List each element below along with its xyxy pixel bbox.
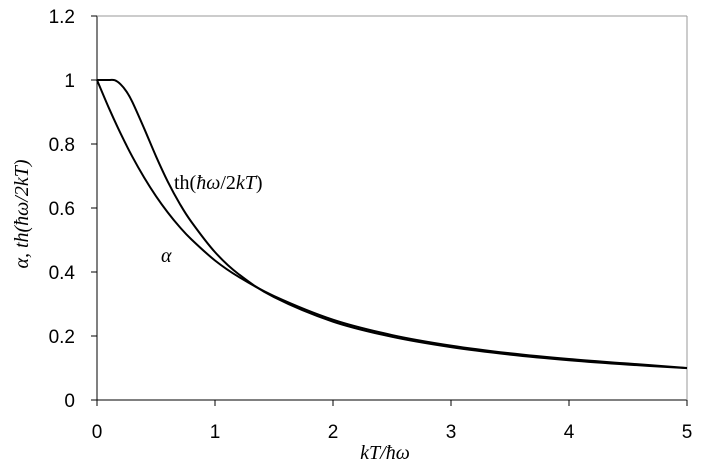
y-tick-label: 0.8 [49, 135, 75, 156]
y-tick-label: 0.2 [49, 327, 75, 348]
th-label-hbar: ħω [196, 172, 220, 194]
x-tick-label: 5 [682, 422, 693, 443]
x-tick-label: 4 [564, 422, 575, 443]
th-label-mid: /2 [220, 172, 236, 194]
x-tick-label: 2 [328, 422, 339, 443]
y-tick-label: 1.2 [49, 7, 75, 28]
th-curve-label: th(ħω/2kT) [174, 172, 263, 194]
x-axis-title: kT/ħω [360, 442, 410, 464]
y-tick-marks [91, 15, 97, 401]
series-th-curve [96, 78, 688, 370]
x-tick-labels: 0 1 2 3 4 5 [92, 422, 693, 443]
x-tick-label: 0 [92, 422, 103, 443]
alpha-curve-label: α [161, 245, 172, 267]
y-tick-labels: 0 0.2 0.4 0.6 0.8 1 1.2 [49, 7, 76, 412]
th-label-suffix: ) [256, 172, 263, 194]
y-tick-label: 1 [64, 71, 75, 92]
plot-frame [96, 15, 688, 401]
th-label-prefix: th( [174, 172, 197, 194]
y-axis-title: α, th(ħω/2kT) [11, 159, 33, 268]
x-tick-label: 1 [210, 422, 221, 443]
y-tick-label: 0.4 [49, 263, 76, 284]
th-label-kt: kT [236, 172, 258, 194]
series-alpha-curve [96, 79, 688, 369]
x-tick-marks [96, 400, 688, 406]
y-tick-label: 0.6 [49, 199, 75, 220]
x-tick-label: 3 [446, 422, 457, 443]
y-tick-label: 0 [64, 391, 75, 412]
